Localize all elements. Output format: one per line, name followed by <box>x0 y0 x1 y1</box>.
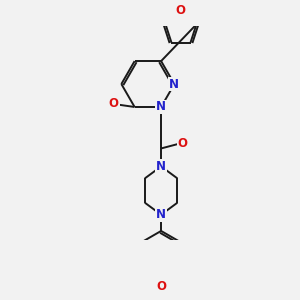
Text: N: N <box>169 77 179 91</box>
Text: O: O <box>156 280 166 293</box>
Text: N: N <box>156 100 166 113</box>
Text: O: O <box>109 97 119 110</box>
Text: O: O <box>175 4 185 17</box>
Text: O: O <box>178 137 188 150</box>
Text: N: N <box>156 160 166 173</box>
Text: N: N <box>156 208 166 221</box>
